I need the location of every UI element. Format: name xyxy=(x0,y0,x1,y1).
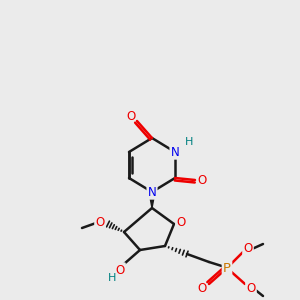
Polygon shape xyxy=(149,192,155,208)
Text: O: O xyxy=(176,217,186,230)
Text: O: O xyxy=(197,283,207,296)
Text: N: N xyxy=(148,185,156,199)
Text: N: N xyxy=(171,146,179,158)
Text: H: H xyxy=(185,137,193,147)
Text: O: O xyxy=(243,242,253,254)
Text: O: O xyxy=(197,173,207,187)
Text: O: O xyxy=(126,110,136,122)
Text: O: O xyxy=(116,263,124,277)
Text: P: P xyxy=(223,262,231,275)
Text: H: H xyxy=(108,273,116,283)
Text: O: O xyxy=(95,215,105,229)
Text: O: O xyxy=(246,283,256,296)
